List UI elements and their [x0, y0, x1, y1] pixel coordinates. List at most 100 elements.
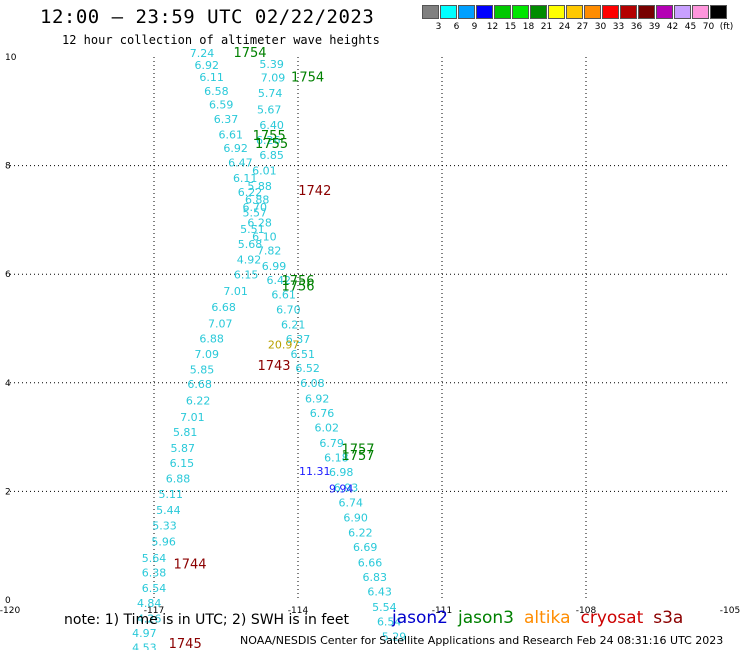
- color-tick-label: 27: [576, 22, 589, 32]
- x-tick-label: -105: [720, 606, 740, 616]
- satellite-label: jason2: [392, 608, 448, 628]
- color-tick-label: 33: [612, 22, 625, 32]
- color-swatch: [692, 5, 709, 19]
- color-swatch: [710, 5, 727, 19]
- wave-height-value: 5.68: [238, 238, 263, 251]
- pass-time-label: 1754: [233, 46, 266, 61]
- wave-height-value: 6.37: [214, 113, 239, 126]
- wave-height-value: 9.94: [329, 482, 354, 495]
- wave-height-value: 7.82: [257, 245, 282, 258]
- wave-height-value: 7.24: [190, 47, 215, 60]
- wave-height-value: 5.96: [151, 536, 176, 549]
- wave-height-value: 6.90: [343, 511, 368, 524]
- wave-height-value: 5.74: [258, 87, 283, 100]
- wave-height-value: 6.01: [252, 164, 277, 177]
- wave-height-value: 5.11: [159, 488, 184, 501]
- color-tick-label: 70: [702, 22, 715, 32]
- pass-time-label: 1757: [341, 449, 374, 464]
- wave-height-value: 6.58: [204, 85, 229, 98]
- satellite-label: altika: [524, 608, 571, 628]
- wave-height-value: 6.68: [187, 378, 212, 391]
- wave-height-value: 5.85: [190, 364, 215, 377]
- x-tick-label: -117: [144, 606, 164, 616]
- color-swatch: [566, 5, 583, 19]
- y-tick-label: 0: [5, 596, 11, 606]
- wave-height-value: 6.40: [259, 119, 284, 132]
- wave-height-value: 5.54: [372, 601, 397, 614]
- y-tick-label: 6: [5, 270, 11, 280]
- wave-height-value: 5.67: [257, 103, 282, 116]
- color-tick-label: 9: [471, 22, 478, 32]
- wave-height-value: 4.26: [137, 612, 162, 625]
- wave-height-value: 6.51: [291, 348, 316, 361]
- wave-height-value: 6.15: [170, 457, 195, 470]
- wave-height-value: 7.07: [208, 317, 233, 330]
- y-tick-label: 4: [5, 379, 11, 389]
- y-tick-label: 8: [5, 162, 11, 172]
- wave-height-value: 6.88: [245, 194, 270, 207]
- x-tick-label: -114: [288, 606, 309, 616]
- wave-height-value: 6.47: [228, 157, 253, 170]
- x-tick-label: -120: [0, 606, 20, 616]
- wave-height-value: 6.22: [348, 526, 373, 539]
- wave-height-value: 6.28: [247, 216, 272, 229]
- wave-height-value: 5.88: [247, 180, 272, 193]
- wave-height-value: 6.92: [195, 59, 220, 72]
- color-swatch: [638, 5, 655, 19]
- color-swatch: [422, 5, 439, 19]
- wave-height-value: 4.97: [132, 627, 157, 640]
- wave-height-value: 4.53: [132, 642, 157, 650]
- color-swatch: [602, 5, 619, 19]
- wave-height-value: 6.26: [256, 134, 281, 147]
- wave-height-value: 6.42: [267, 274, 292, 287]
- pass-time-label: 1755: [253, 129, 286, 144]
- wave-height-value: 7.09: [261, 71, 286, 84]
- color-tick-label: 24: [558, 22, 571, 32]
- wave-height-value: 20.97: [268, 339, 300, 352]
- color-swatch: [494, 5, 511, 19]
- wave-height-value: 5.29: [382, 631, 407, 644]
- wave-height-value: 6.92: [305, 392, 330, 405]
- pass-time-label: 1744: [173, 558, 206, 573]
- satellite-label: cryosat: [580, 608, 644, 628]
- wave-height-value: 6.93: [334, 481, 359, 494]
- pass-time-label: 1757: [341, 442, 374, 457]
- y-tick-label: 10: [5, 53, 17, 63]
- wave-height-value: 6.88: [199, 333, 224, 346]
- color-tick-label: (ft): [719, 22, 734, 32]
- wave-height-value: 5.33: [152, 519, 177, 532]
- color-tick-label: 21: [540, 22, 553, 32]
- wave-height-value: 6.70: [276, 303, 301, 316]
- wave-height-value: 6.22: [238, 186, 263, 199]
- wave-height-value: 6.85: [259, 149, 284, 162]
- pass-time-label: 1756: [281, 279, 314, 294]
- wave-height-value: 6.37: [286, 333, 311, 346]
- wave-height-value: 7.01: [180, 411, 205, 424]
- wave-height-value: 6.52: [295, 362, 320, 375]
- color-swatch: [674, 5, 691, 19]
- satellite-label: s3a: [653, 608, 684, 628]
- wave-height-value: 4.92: [237, 253, 262, 266]
- wave-height-value: 5.57: [243, 207, 268, 220]
- color-tick-label: 42: [666, 22, 679, 32]
- satellite-label: jason3: [458, 608, 514, 628]
- pass-time-label: 1745: [169, 637, 202, 650]
- color-swatch: [476, 5, 493, 19]
- wave-height-value: 6.99: [262, 260, 287, 273]
- color-swatch: [584, 5, 601, 19]
- wave-height-value: 6.70: [243, 201, 268, 214]
- y-tick-label: 2: [5, 487, 11, 497]
- wave-height-value: 6.08: [300, 377, 325, 390]
- wave-height-value: 6.61: [271, 289, 296, 302]
- wave-height-value: 6.11: [199, 71, 224, 84]
- note-text: note: 1) Time is in UTC; 2) SWH is in fe…: [64, 612, 350, 628]
- wave-height-value: 6.83: [363, 571, 388, 584]
- wave-height-value: 6.18: [324, 452, 349, 465]
- wave-height-value: 4.84: [137, 597, 162, 610]
- wave-height-value: 6.74: [339, 497, 364, 510]
- pass-time-label: 1743: [257, 359, 290, 374]
- wave-height-value: 6.43: [367, 586, 392, 599]
- wave-height-value: 6.66: [358, 556, 383, 569]
- wave-height-value: 6.61: [219, 128, 244, 141]
- color-tick-label: 6: [453, 22, 460, 32]
